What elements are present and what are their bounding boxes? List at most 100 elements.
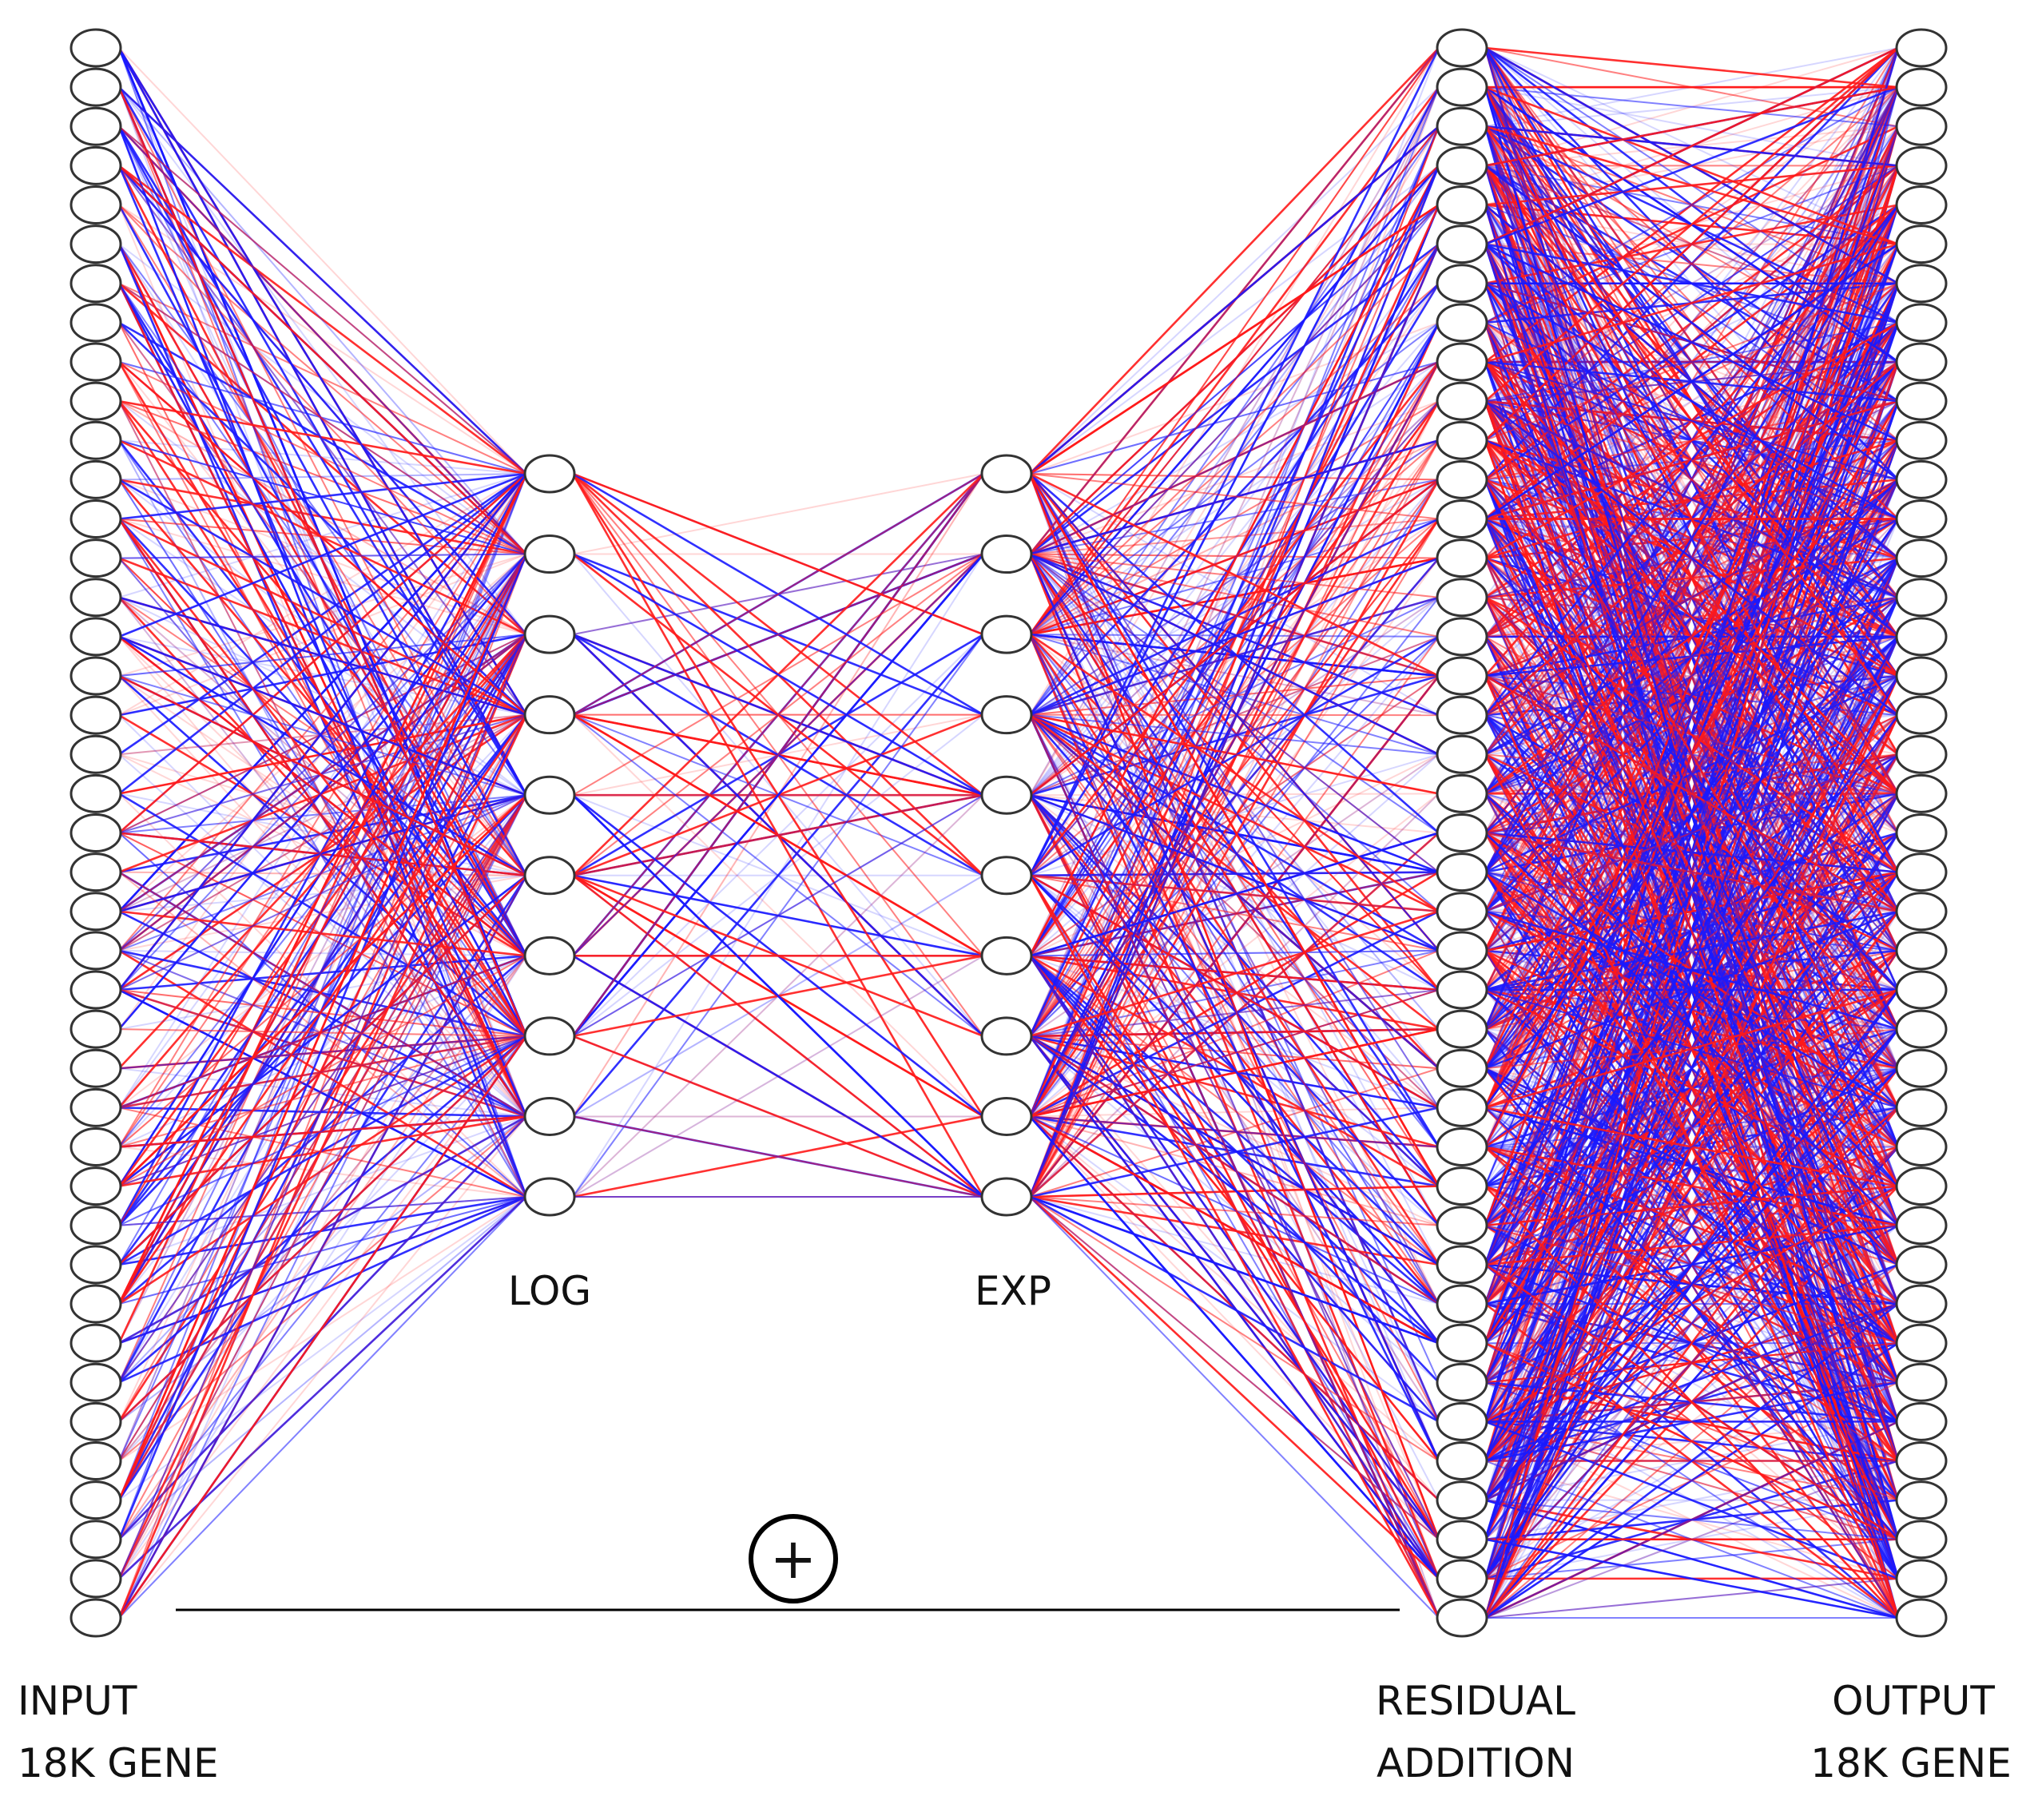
edge-input-log [118,322,527,876]
edge-exp-residual [1028,675,1440,1198]
residual-node [1436,931,1488,971]
edge-input-log [118,86,527,876]
edge-input-log [118,472,527,638]
edge-input-log [118,361,527,1117]
edge-log-exp [572,553,984,716]
edge-exp-residual [1029,1115,1440,1345]
edge-input-log [118,832,527,1037]
residual-node [1436,578,1488,618]
edge-exp-residual [1029,322,1440,796]
edge-exp-residual [1029,597,1440,1118]
residual-node [1436,1480,1488,1520]
edge-input-log [118,633,527,717]
edge-input-log [118,988,527,1198]
edge-input-log [118,1196,527,1226]
exp-node [980,1177,1033,1217]
edge-residual-output [1484,1067,1899,1423]
edge-residual-output [1484,244,1899,1147]
residual-skip-connection: + [176,1514,1400,1611]
edge-exp-residual [1029,832,1440,1198]
edge-input-log [118,204,527,635]
edge-exp-residual [1029,1115,1440,1305]
input-node [70,538,122,578]
edge-residual-output [1484,832,1899,912]
edge-input-log [118,554,527,1344]
edge-residual-output [1484,321,1899,559]
edge-input-log [118,794,527,991]
output-label-line1: OUTPUT [1832,1678,1995,1724]
input-node [70,1441,122,1480]
edge-exp-residual [1029,86,1440,475]
edge-input-log [118,554,527,1461]
edge-log-exp [572,553,984,1037]
edge-input-log [118,794,527,1383]
edge-input-log [118,554,527,1383]
edge-input-log [118,400,527,1198]
residual-node [1436,145,1488,185]
edge-input-log [118,557,527,716]
edge-exp-residual [1029,554,1440,1305]
edge-residual-output [1484,1263,1899,1540]
edge-exp-residual [1029,553,1440,756]
edge-input-log [118,793,527,1038]
residual-node [1436,773,1488,813]
edge-input-log [118,794,527,1540]
residual-node [1436,67,1488,107]
edge-residual-output [1484,1342,1899,1501]
edge-input-log [118,399,527,475]
exp-node [980,936,1033,976]
edge-input-log [118,874,527,1266]
input-node [70,185,122,225]
input-node [70,892,122,932]
edge-log-exp [572,794,984,876]
edge-input-log [118,321,527,716]
edge-residual-output [1484,205,1899,1069]
edge-input-log [118,1115,527,1619]
input-node [70,499,122,538]
edge-exp-residual [1029,554,1440,1422]
edge-exp-residual [1029,634,1440,1422]
residual-node [1436,1362,1488,1402]
edge-input-log [117,554,528,1501]
edge-exp-residual [1029,473,1440,1422]
edge-exp-residual [1029,473,1440,1540]
edge-input-log [118,949,527,957]
edge-residual-output [1484,86,1899,1619]
edge-input-log [118,473,527,481]
edge-input-log [118,1196,527,1462]
log-label: LOG [508,1268,591,1314]
input-node [70,1009,122,1049]
input-node [70,852,122,892]
input-node [70,67,122,107]
edge-exp-residual [1029,518,1440,1037]
edge-residual-output [1484,871,1899,1344]
edge-residual-output [1484,244,1899,1461]
edge-exp-residual [1029,714,1440,1540]
edge-input-log [118,518,527,957]
edge-residual-output [1484,714,1899,1030]
output-node [1895,1323,1948,1363]
edge-residual-output [1484,832,1899,1422]
edge-input-log [117,714,528,1580]
output-node [1895,773,1948,813]
edge-input-log [118,1196,527,1540]
edge-input-log [118,874,527,952]
edge-exp-residual [1029,634,1440,912]
edge-input-log [118,634,527,1580]
input-node [70,813,122,852]
input-node [70,420,122,460]
edge-log-exp [572,713,984,1037]
input-node [70,1127,122,1166]
edge-input-log [118,283,527,956]
edge-input-log [118,794,527,952]
edge-input-log [118,361,527,716]
residual-node [1436,420,1488,460]
edge-exp-residual [1029,713,1440,873]
exp-node [980,856,1033,896]
edge-input-log [118,793,527,1198]
edge-residual-output [1484,85,1899,245]
edge-exp-residual [1029,635,1440,876]
edge-input-log [118,1115,527,1423]
edge-residual-output [1484,1302,1899,1619]
output-node [1895,1127,1948,1166]
